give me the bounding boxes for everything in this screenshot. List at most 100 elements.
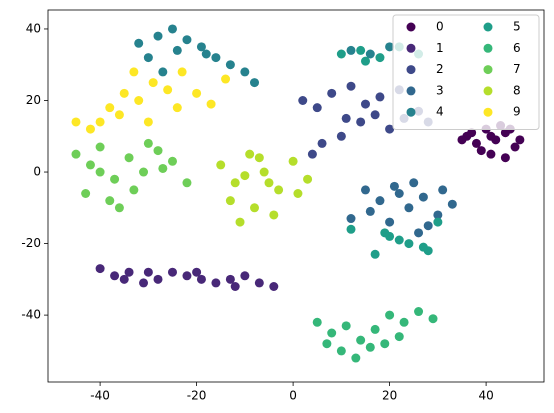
point	[230, 281, 240, 291]
point	[336, 49, 346, 59]
y-tick-label: -40	[21, 308, 41, 322]
point	[500, 153, 510, 163]
point	[375, 196, 385, 206]
point	[124, 267, 134, 277]
axes-frame	[47, 9, 545, 383]
point	[385, 42, 395, 52]
point	[433, 217, 443, 227]
point	[153, 274, 163, 284]
point	[196, 42, 206, 52]
point	[447, 199, 457, 209]
point	[404, 239, 414, 249]
point	[269, 281, 279, 291]
point	[85, 124, 95, 134]
point	[240, 171, 250, 181]
point	[360, 56, 370, 66]
point	[346, 214, 356, 224]
point	[139, 278, 149, 288]
x-tick-label: -40	[90, 389, 110, 403]
point	[211, 53, 221, 63]
point	[129, 185, 139, 195]
point	[250, 203, 260, 213]
point	[346, 224, 356, 234]
point	[250, 78, 260, 88]
point	[274, 185, 284, 195]
point	[114, 110, 124, 120]
point	[317, 138, 327, 148]
point	[370, 249, 380, 259]
point	[143, 267, 153, 277]
legend-marker	[406, 43, 416, 53]
point	[264, 178, 274, 188]
point	[467, 128, 477, 138]
point	[312, 103, 322, 113]
legend-label: 4	[436, 105, 444, 119]
point	[172, 103, 182, 113]
point	[370, 324, 380, 334]
point	[182, 178, 192, 188]
point	[346, 81, 356, 91]
point	[438, 185, 448, 195]
point	[370, 110, 380, 120]
point	[409, 178, 419, 188]
point	[71, 117, 81, 127]
point	[177, 67, 187, 77]
point	[486, 131, 496, 141]
y-tick-label: 40	[26, 21, 41, 35]
point	[153, 146, 163, 156]
point	[110, 174, 120, 184]
point	[298, 95, 308, 105]
point	[95, 167, 105, 177]
point	[476, 146, 486, 156]
legend-label: 3	[436, 83, 444, 97]
point	[365, 342, 375, 352]
point	[365, 49, 375, 59]
point	[457, 135, 467, 145]
point	[211, 278, 221, 288]
point	[385, 124, 395, 134]
point	[95, 142, 105, 152]
point	[336, 131, 346, 141]
legend-label: 6	[513, 41, 521, 55]
point	[134, 38, 144, 48]
point	[182, 35, 192, 45]
point	[95, 117, 105, 127]
point	[139, 167, 149, 177]
point	[143, 53, 153, 63]
point	[245, 149, 255, 159]
point	[346, 45, 356, 55]
point	[433, 210, 443, 220]
point	[423, 221, 433, 231]
point	[124, 153, 134, 163]
point	[404, 203, 414, 213]
point	[428, 314, 438, 324]
y-tick-label: 0	[33, 165, 41, 179]
point	[375, 53, 385, 63]
point	[254, 278, 264, 288]
point	[356, 117, 366, 127]
legend-marker	[406, 86, 416, 96]
point	[163, 85, 173, 95]
point	[182, 271, 192, 281]
point	[206, 99, 216, 109]
point	[240, 271, 250, 281]
point	[380, 228, 390, 238]
point	[71, 149, 81, 159]
point	[143, 117, 153, 127]
point	[418, 242, 428, 252]
point	[158, 163, 168, 173]
point	[327, 88, 337, 98]
point	[341, 113, 351, 123]
y-tick-label: 20	[26, 93, 41, 107]
legend-marker	[406, 65, 416, 75]
legend-label: 1	[436, 41, 444, 55]
point	[81, 188, 91, 198]
point	[221, 74, 231, 84]
point	[385, 310, 395, 320]
legend-label: 8	[513, 83, 521, 97]
x-tick-label: -20	[187, 389, 207, 403]
point	[303, 174, 313, 184]
point	[134, 95, 144, 105]
x-tick-label: 0	[289, 389, 297, 403]
